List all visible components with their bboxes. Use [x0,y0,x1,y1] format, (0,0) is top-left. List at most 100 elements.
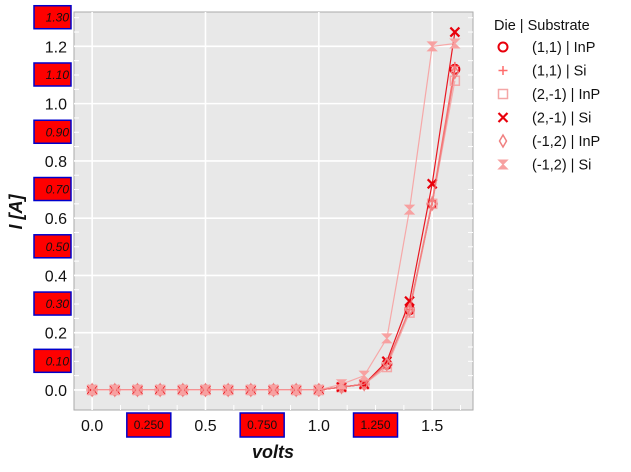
legend-label: (1,1) | InP [532,40,595,56]
data-point [426,41,438,52]
marker-hourglass [109,384,121,395]
y-minor-tick-label: 0.10 [46,354,70,368]
y-tick-label: 0.4 [45,268,67,285]
minor-ticks [74,17,473,410]
data-point [177,384,189,395]
data-point [109,384,121,395]
x-minor-tick-label: 1.250 [361,418,391,432]
x-minor-tick-label: 0.750 [247,418,277,432]
legend-label: (2,-1) | Si [532,111,591,127]
x-minor-label-box [352,412,399,438]
y-minor-tick-label: 0.70 [46,183,70,197]
y-tick-label: 0.2 [45,326,67,343]
legend-label: (2,-1) | InP [532,87,600,103]
data-point [222,384,234,395]
y-minor-tick-label: 0.30 [46,297,70,311]
marker-x [497,112,509,123]
legend-marker [498,133,508,149]
data-point [426,198,438,210]
x-tick-label: 1.0 [308,418,330,435]
data-point [86,384,98,395]
legend-title: Die | Substrate [494,18,590,34]
marker-diamond [427,196,437,212]
y-tick-label: 1.0 [45,97,67,114]
marker-x [449,26,461,38]
data-point [335,379,348,390]
legend-marker [498,66,508,75]
marker-hourglass [426,41,438,52]
x-tick-label: 1.5 [421,418,443,435]
y-minor-label-box [33,234,72,259]
y-minor-tick-label: 0.90 [46,125,70,139]
data-point [131,384,144,395]
y-minor-label-box [33,348,72,374]
x-minor-label-box [126,412,172,438]
legend-label: (1,1) | Si [532,64,587,80]
y-minor-label-box [33,176,72,202]
y-tick-label: 1.2 [45,39,67,56]
grid-lines [74,12,473,410]
marker-hourglass [313,384,325,395]
series-5 [86,38,461,395]
marker-hourglass [154,384,166,395]
marker-hourglass [381,333,393,344]
marker-diamond [405,302,414,318]
legend-marker [497,88,509,100]
marker-plus [498,66,508,75]
data-point [449,75,461,86]
marker-hourglass [177,384,189,395]
data-point [358,370,370,381]
marker-hourglass [131,384,144,395]
data-point [382,356,392,372]
data-point [290,384,302,395]
marker-hourglass [403,204,416,215]
marker-hourglass [245,384,257,395]
x-tick-label: 0.5 [194,418,216,435]
x-minor-label-box [239,412,285,438]
data-point [245,384,257,395]
data-point [313,384,325,395]
series-layer [86,26,461,398]
marker-hourglass [86,384,98,395]
data-point [427,196,437,212]
y-tick-label: 0.8 [45,154,67,171]
data-point [267,384,280,395]
marker-diamond [382,356,392,372]
marker-square [426,198,438,210]
data-point [403,204,416,215]
x-tick-label: 0.0 [81,418,103,435]
marker-hourglass [358,370,370,381]
data-point [449,26,461,38]
legend: Die | Substrate (1,1) | InP (1,1) | Si (2,… [494,18,600,174]
data-point [450,64,460,80]
legend-marker [497,112,509,123]
legend-marker [497,41,509,53]
legend-label: (-1,2) | Si [532,158,591,174]
marker-diamond [450,64,460,80]
marker-square [497,88,509,100]
marker-hourglass [335,379,348,390]
data-point [154,384,166,395]
marker-square [449,75,461,86]
marker-hourglass [290,384,302,395]
y-minor-label-box [33,119,72,145]
legend-label: (-1,2) | InP [532,134,600,150]
y-minor-label-box [33,4,72,30]
x-axis-title: volts [252,442,294,462]
data-point [449,38,461,49]
y-minor-label-box [33,62,72,87]
y-minor-tick-label: 1.30 [46,11,70,25]
data-point [381,333,393,344]
y-minor-label-box [33,291,72,316]
y-tick-label: 0.0 [45,383,67,400]
marker-hourglass [497,159,509,170]
marker-hourglass [267,384,280,395]
y-tick-label: 0.6 [45,211,67,228]
axis-tick-labels: 0.0 0.2 0.4 0.6 0.8 1.0 1.2 0.10 0.30 0.50 0.70 0.9… [33,4,443,438]
plot-area [73,11,474,411]
marker-hourglass [449,38,461,49]
y-minor-tick-label: 1.10 [46,68,70,82]
y-axis-title: I [A] [6,194,26,230]
